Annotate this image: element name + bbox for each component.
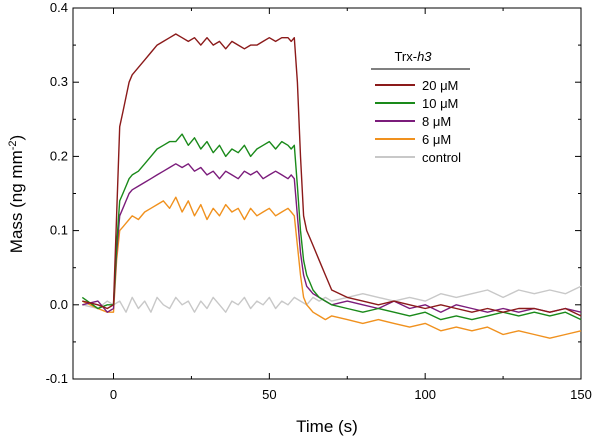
y-tick-label: -0.1 [46, 371, 68, 386]
tick-labels: 0 50 100 150 -0.1 0.0 0.1 0.2 0.3 0.4 [46, 0, 592, 402]
legend-title-italic: h3 [417, 49, 432, 64]
y-tick-label: 0.3 [50, 74, 68, 89]
y-tick-label: 0.2 [50, 148, 68, 163]
series-line-20-m [82, 33, 582, 317]
y-tick-label: 0.4 [50, 0, 68, 15]
legend-label-8-m: 8 μM [422, 114, 451, 129]
legend-label-control: control [422, 150, 461, 165]
legend-label-6-m: 6 μM [422, 132, 451, 147]
y-axis-title-sup: -2 [7, 140, 19, 150]
series-line-6-m [81, 196, 582, 339]
x-tick-label: 100 [414, 387, 436, 402]
x-tick-label: 150 [570, 387, 592, 402]
y-axis-title-main: Mass (ng mm [7, 150, 26, 253]
series-line-control [82, 285, 582, 313]
x-tick-label: 0 [110, 387, 117, 402]
x-tick-label: 50 [262, 387, 276, 402]
legend-items: 20 μM 10 μM 8 μM 6 μM control [375, 78, 461, 165]
series-layer [81, 33, 582, 339]
series-line-8-m [82, 163, 582, 313]
legend-title-plain: Trx- [394, 49, 417, 64]
x-axis-title: Time (s) [296, 417, 358, 436]
legend-title: Trx-h3 [394, 49, 432, 64]
legend-label-20-m: 20 μM [422, 78, 458, 93]
legend-label-10-m: 10 μM [422, 96, 458, 111]
y-tick-label: 0.1 [50, 223, 68, 238]
tick-marks [73, 7, 582, 380]
series-line-10-m [81, 133, 582, 321]
y-tick-label: 0.0 [50, 297, 68, 312]
legend: Trx-h3 20 μM 10 μM 8 μM 6 μM control [371, 49, 470, 165]
y-axis-title: Mass (ng mm-2) [7, 135, 26, 253]
y-axis-title-end: ) [7, 135, 26, 141]
plot-frame [72, 7, 582, 380]
